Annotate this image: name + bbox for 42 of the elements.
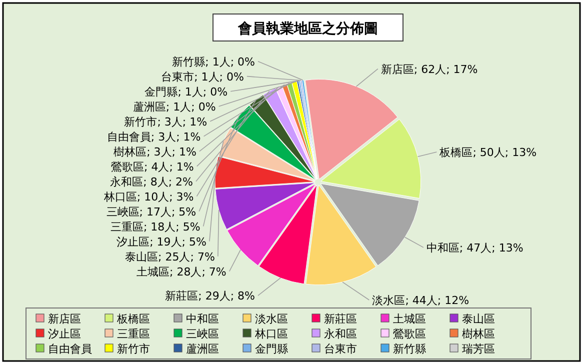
legend-label: 瑞芳區: [462, 342, 495, 356]
data-label: 永和區; 8人; 2%: [110, 175, 193, 188]
data-label: 金門縣; 1人; 0%: [144, 85, 228, 98]
legend-label: 新莊區: [324, 312, 357, 326]
legend-label: 新店區: [48, 312, 81, 326]
data-label: 台東市; 1人; 0%: [161, 70, 244, 84]
data-label: 新竹市; 3人; 1%: [124, 115, 208, 128]
data-label: 鶯歌區; 4人; 1%: [111, 160, 194, 174]
legend-label: 金門縣: [255, 342, 288, 356]
legend-label: 樹林區: [462, 328, 495, 340]
data-label: 樹林區; 3人; 1%: [114, 145, 196, 158]
data-label: 板橋區; 50人; 13%: [438, 146, 537, 159]
chart-title: 會員執業地區之分佈圖: [237, 20, 378, 37]
legend-label: 土城區: [393, 312, 426, 326]
legend-label: 鶯歌區: [393, 328, 426, 340]
legend-label: 泰山區: [462, 312, 495, 326]
legend-label: 林口區: [254, 328, 288, 340]
data-label: 蘆洲區; 1人; 0%: [132, 100, 216, 114]
legend-label: 板橋區: [116, 312, 150, 326]
legend-label: 三峽區: [186, 328, 219, 340]
data-label: 新竹縣; 1人; 0%: [172, 55, 255, 68]
legend-label: 三重區: [117, 328, 150, 340]
legend-label: 淡水區: [255, 312, 288, 326]
legend-label: 中和區: [186, 312, 219, 326]
data-label: 汐止區; 19人; 5%: [116, 235, 206, 248]
legend-label: 台東市: [324, 342, 357, 356]
data-label: 新店區; 62人; 17%: [380, 62, 478, 76]
data-label: 泰山區; 25人; 7%: [125, 250, 215, 264]
data-label: 三峽區; 17人; 5%: [106, 205, 196, 218]
data-label: 自由會員; 3人; 1%: [106, 130, 201, 144]
legend-label: 永和區: [324, 328, 357, 340]
legend-label: 新竹市: [117, 342, 150, 356]
legend-label: 自由會員: [48, 342, 92, 356]
data-label: 淡水區; 44人; 12%: [372, 294, 470, 307]
data-label: 土城區; 28人; 7%: [136, 265, 226, 278]
legend-label: 新竹縣: [393, 342, 426, 356]
data-label: 三重區; 18人; 5%: [110, 220, 200, 234]
legend-label: 蘆洲區: [186, 342, 219, 356]
data-label: 林口區; 10人; 3%: [102, 190, 194, 204]
legend-label: 汐止區: [48, 328, 81, 340]
data-label: 新莊區; 29人; 8%: [165, 290, 255, 303]
data-label: 中和區; 47人; 13%: [426, 241, 524, 254]
